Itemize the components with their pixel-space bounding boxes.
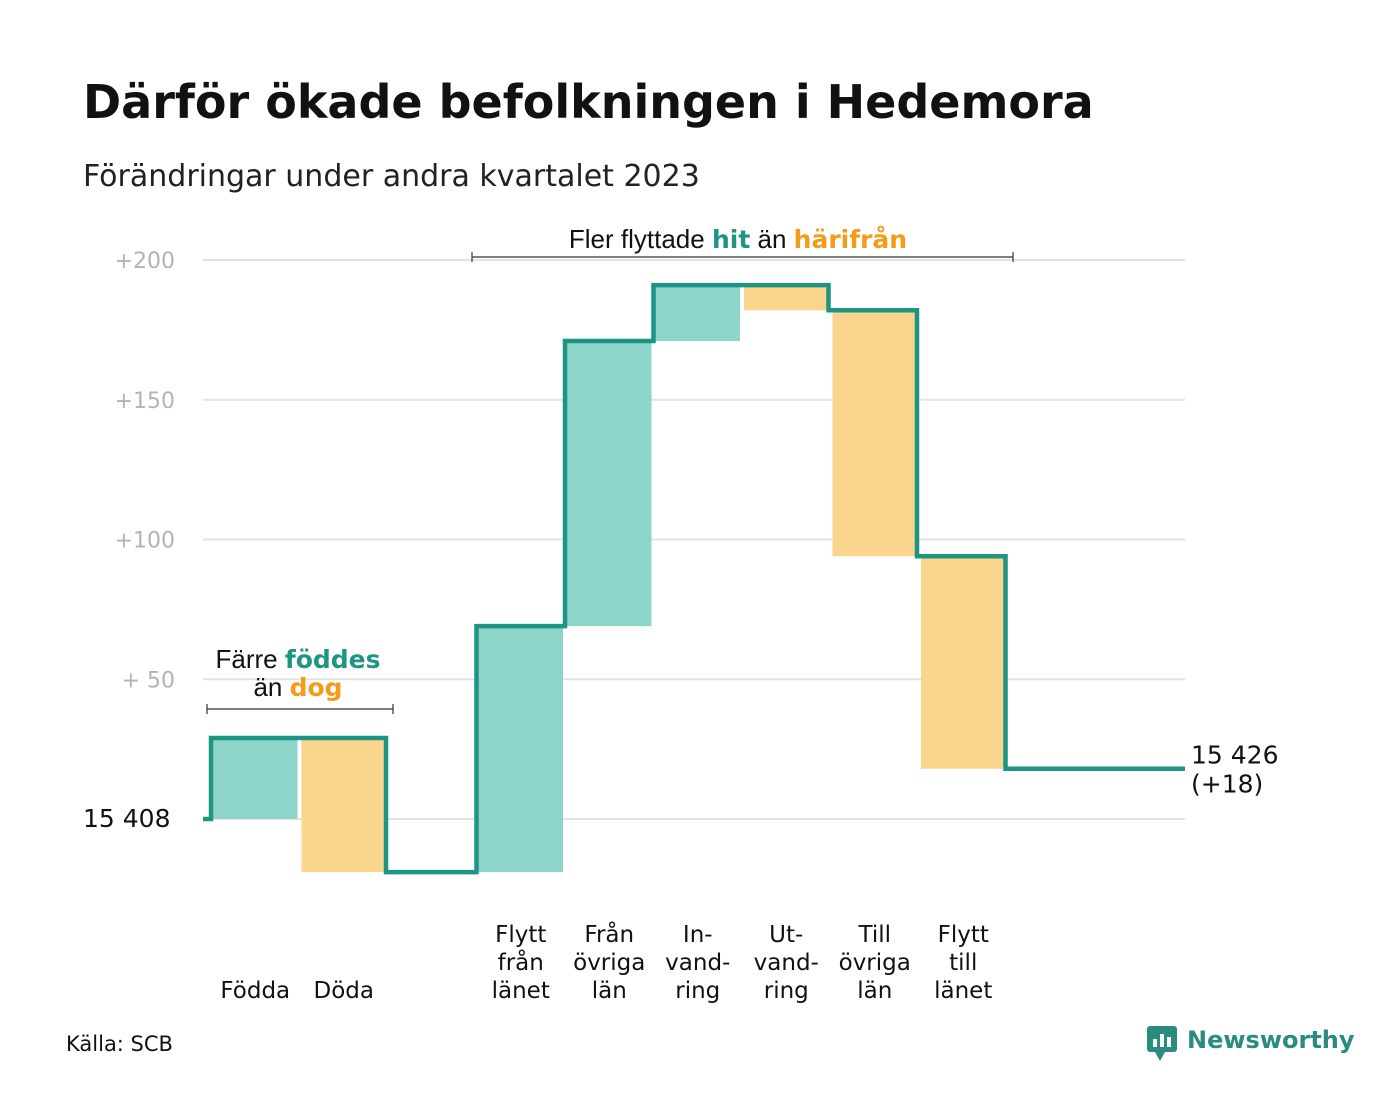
waterfall-bar: [301, 737, 386, 873]
waterfall-bar: [653, 285, 740, 342]
newsworthy-logo-icon: [1147, 1026, 1177, 1061]
x-category-label: vand-: [665, 950, 730, 976]
end-value-label: 15 426: [1191, 741, 1278, 770]
x-category-label: Födda: [220, 978, 290, 1004]
brand-logo: Newsworthy: [1147, 1026, 1355, 1061]
migration-annotation: Fler flyttade hit än härifrån: [471, 224, 1014, 262]
migration-annotation-pre: Fler flyttade: [569, 224, 712, 254]
source-note: Källa: SCB: [66, 1032, 173, 1056]
birth-annotation-pre: Färre: [215, 644, 284, 674]
waterfall-bar: [832, 310, 917, 557]
migration-annotation-teal: hit: [712, 225, 750, 254]
x-category-label: länet: [492, 978, 550, 1004]
migration-annotation-text: Fler flyttade hit än härifrån: [569, 224, 907, 254]
gridlines: [203, 259, 1185, 820]
birth-annotation-line1: Färre föddes: [215, 644, 380, 674]
end-change-label: (+18): [1191, 770, 1263, 799]
x-category-label: Flytt: [495, 922, 546, 948]
x-category-label: län: [592, 978, 627, 1004]
birth-annotation-line2: än dog: [253, 672, 342, 702]
birth-annotation-line2-pre: än: [253, 672, 289, 702]
waterfall-bar: [565, 341, 652, 627]
x-category-label: Ut-: [769, 922, 803, 948]
y-tick-label: +150: [115, 389, 175, 414]
x-category-label: In-: [683, 922, 713, 948]
x-category-label: Döda: [314, 978, 374, 1004]
x-category-label: Till: [857, 922, 891, 948]
x-category-label: till: [949, 950, 977, 976]
birth-annotation-teal: föddes: [285, 645, 381, 674]
x-category-label: från: [498, 948, 544, 976]
birth-annotation-orange: dog: [290, 673, 343, 702]
y-tick-label: +200: [115, 249, 175, 274]
x-category-label: ring: [675, 978, 720, 1004]
y-tick-label: + 50: [122, 668, 175, 693]
waterfall-bar: [921, 556, 1006, 769]
x-category-label: länet: [934, 978, 992, 1004]
migration-annotation-orange: härifrån: [794, 225, 907, 254]
x-category-label: Från: [584, 920, 634, 948]
x-category-label: ring: [764, 978, 809, 1004]
waterfall-bar: [476, 626, 563, 873]
x-category-label: övriga: [839, 950, 911, 976]
chart-subtitle: Förändringar under andra kvartalet 2023: [83, 159, 700, 194]
cumulative-step-line: [203, 282, 1185, 875]
brand-name: Newsworthy: [1187, 1026, 1355, 1054]
cumulative-line: [203, 282, 1185, 875]
y-tick-label: +100: [115, 529, 175, 554]
bars: [211, 285, 1006, 873]
x-category-label: Flytt: [938, 922, 989, 948]
start-value-label: 15 408: [83, 804, 170, 833]
birth-annotation: Färre föddes än dog: [206, 644, 394, 714]
chart-title: Därför ökade befolkningen i Hedemora: [83, 75, 1094, 129]
waterfall-bar: [211, 737, 298, 819]
x-category-label: vand-: [754, 950, 819, 976]
x-category-label: övriga: [573, 950, 645, 976]
waterfall-bar: [744, 285, 829, 311]
x-category-label: län: [857, 978, 892, 1004]
migration-annotation-mid: än: [750, 224, 793, 254]
